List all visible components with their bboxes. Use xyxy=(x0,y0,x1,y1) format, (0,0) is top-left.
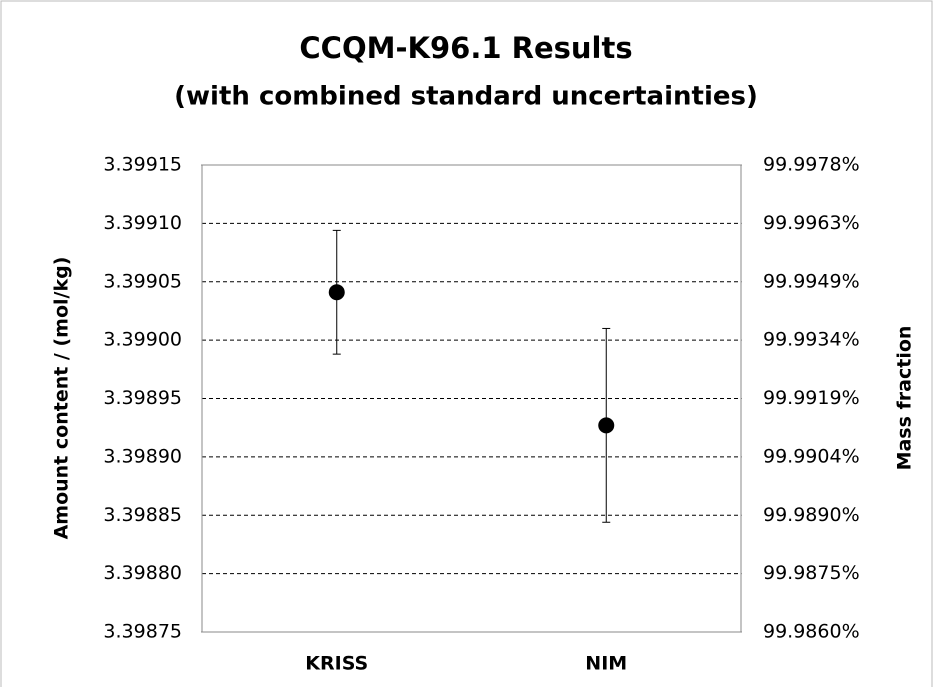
y2-tick-label: 99.9860% xyxy=(763,621,860,643)
y-axis-label: Amount content / (mol/kg) xyxy=(51,257,73,540)
chart-subtitle: (with combined standard uncertainties) xyxy=(174,82,758,112)
y-tick-label: 3.39895 xyxy=(103,387,182,409)
y2-tick-label: 99.9890% xyxy=(763,504,860,526)
chart-title: CCQM-K96.1 Results xyxy=(299,31,632,65)
y-tick-label: 3.39880 xyxy=(103,562,182,584)
y-tick-label: 3.39875 xyxy=(103,621,182,643)
y2-tick-label: 99.9934% xyxy=(763,329,860,351)
y2-axis-label: Mass fraction xyxy=(894,326,916,471)
y-tick-label: 3.39905 xyxy=(103,270,182,292)
y-tick-label: 3.39890 xyxy=(103,445,182,467)
plot-border xyxy=(201,164,742,633)
data-point xyxy=(598,417,615,434)
y-tick-label: 3.39885 xyxy=(103,504,182,526)
x-tick-label: NIM xyxy=(585,653,627,675)
y2-tick-label: 99.9875% xyxy=(763,562,860,584)
y-tick-label: 3.39910 xyxy=(103,212,182,234)
data-point xyxy=(328,284,345,301)
y-tick-label: 3.39900 xyxy=(103,329,182,351)
x-tick-label: KRISS xyxy=(305,653,368,675)
y2-tick-label: 99.9963% xyxy=(763,212,860,234)
y2-tick-label: 99.9978% xyxy=(763,154,860,176)
y2-tick-label: 99.9904% xyxy=(763,445,860,467)
y2-tick-label: 99.9919% xyxy=(763,387,860,409)
y-tick-label: 3.39915 xyxy=(103,154,182,176)
y2-tick-label: 99.9949% xyxy=(763,270,860,292)
